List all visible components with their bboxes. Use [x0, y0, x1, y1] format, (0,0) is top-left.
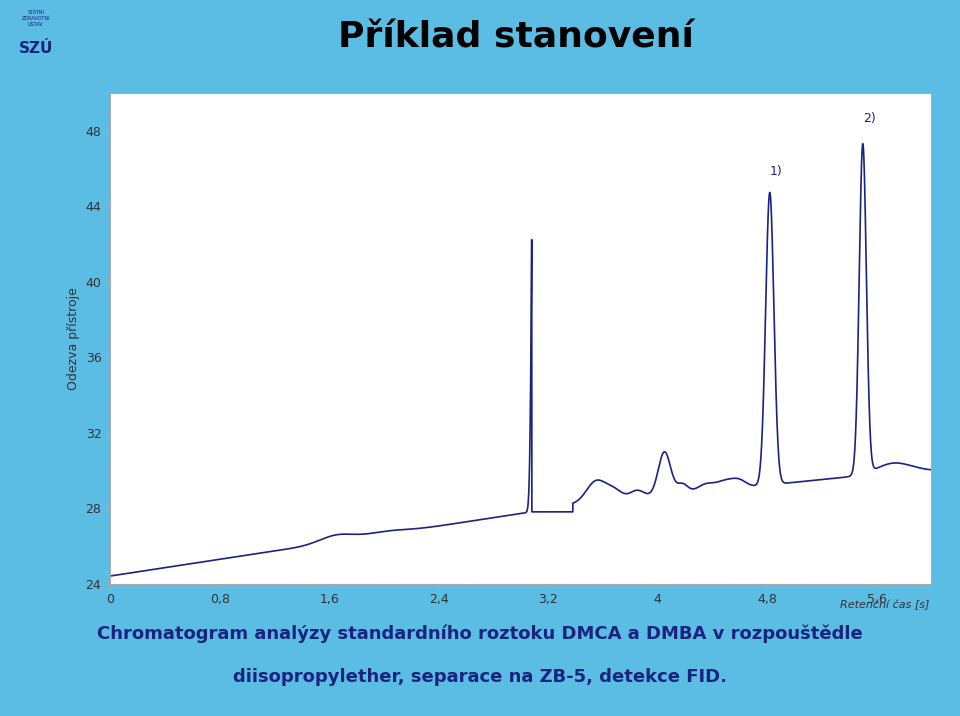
Text: Příklad stanovení: Příklad stanovení	[338, 21, 694, 54]
Text: STÁTNÍ
ZDRAVOTNÍ
ÚSTAV: STÁTNÍ ZDRAVOTNÍ ÚSTAV	[22, 11, 50, 27]
Text: diisopropylether, separace na ZB-5, detekce FID.: diisopropylether, separace na ZB-5, dete…	[233, 667, 727, 686]
Text: Chromatogram analýzy standardního roztoku DMCA a DMBA v rozpouštědle: Chromatogram analýzy standardního roztok…	[97, 624, 863, 643]
Text: SZÚ: SZÚ	[19, 42, 53, 57]
Y-axis label: Odezva přístroje: Odezva přístroje	[67, 287, 80, 390]
Text: Retenční čas [s]: Retenční čas [s]	[840, 599, 929, 610]
Text: 2): 2)	[863, 112, 876, 125]
Text: 1): 1)	[770, 165, 782, 178]
